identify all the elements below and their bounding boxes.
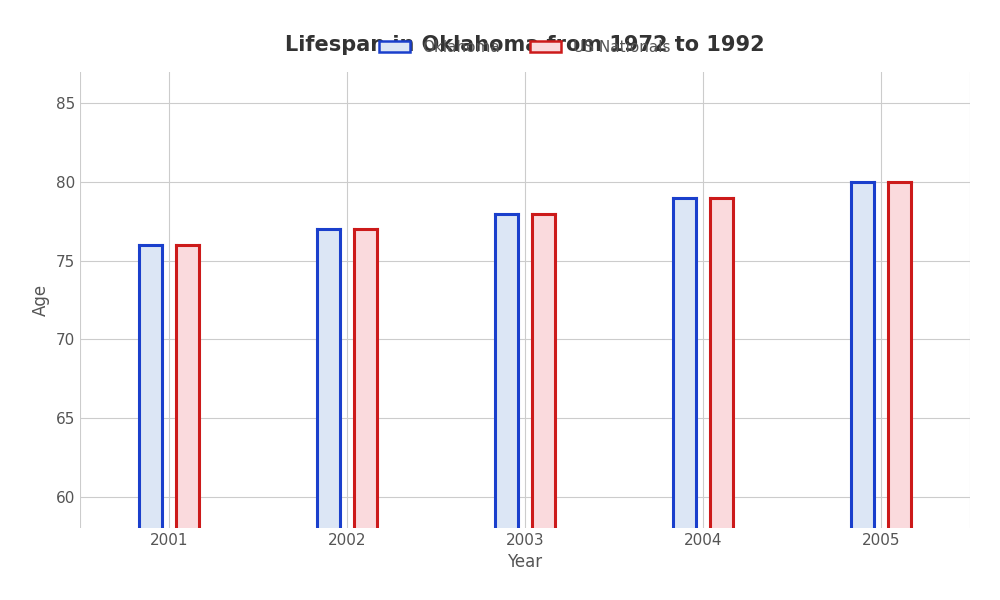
X-axis label: Year: Year bbox=[507, 553, 543, 571]
Bar bbox=[317, 229, 340, 528]
Y-axis label: Age: Age bbox=[32, 284, 50, 316]
Legend: Oklahoma, US Nationals: Oklahoma, US Nationals bbox=[373, 34, 677, 61]
Bar bbox=[495, 214, 518, 528]
Bar bbox=[354, 229, 377, 528]
Bar bbox=[532, 214, 555, 528]
Bar bbox=[710, 198, 733, 528]
Bar bbox=[851, 182, 874, 528]
Bar bbox=[888, 182, 911, 528]
Bar bbox=[139, 245, 162, 528]
Title: Lifespan in Oklahoma from 1972 to 1992: Lifespan in Oklahoma from 1972 to 1992 bbox=[285, 35, 765, 55]
Bar bbox=[673, 198, 696, 528]
Bar bbox=[176, 245, 199, 528]
